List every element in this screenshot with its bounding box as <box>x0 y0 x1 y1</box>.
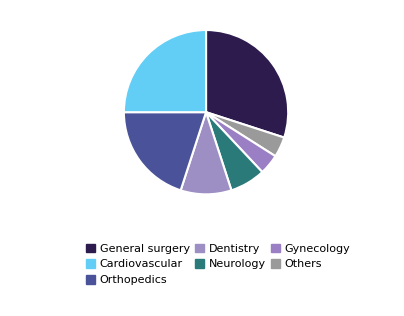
Wedge shape <box>124 112 206 190</box>
Wedge shape <box>181 112 231 194</box>
Legend: General surgery, Cardiovascular, Orthopedics, Dentistry, Neurology, Gynecology, : General surgery, Cardiovascular, Orthope… <box>84 241 353 287</box>
Wedge shape <box>206 30 288 137</box>
Wedge shape <box>124 30 206 112</box>
Wedge shape <box>206 112 284 156</box>
Wedge shape <box>206 112 276 172</box>
Wedge shape <box>206 112 262 190</box>
